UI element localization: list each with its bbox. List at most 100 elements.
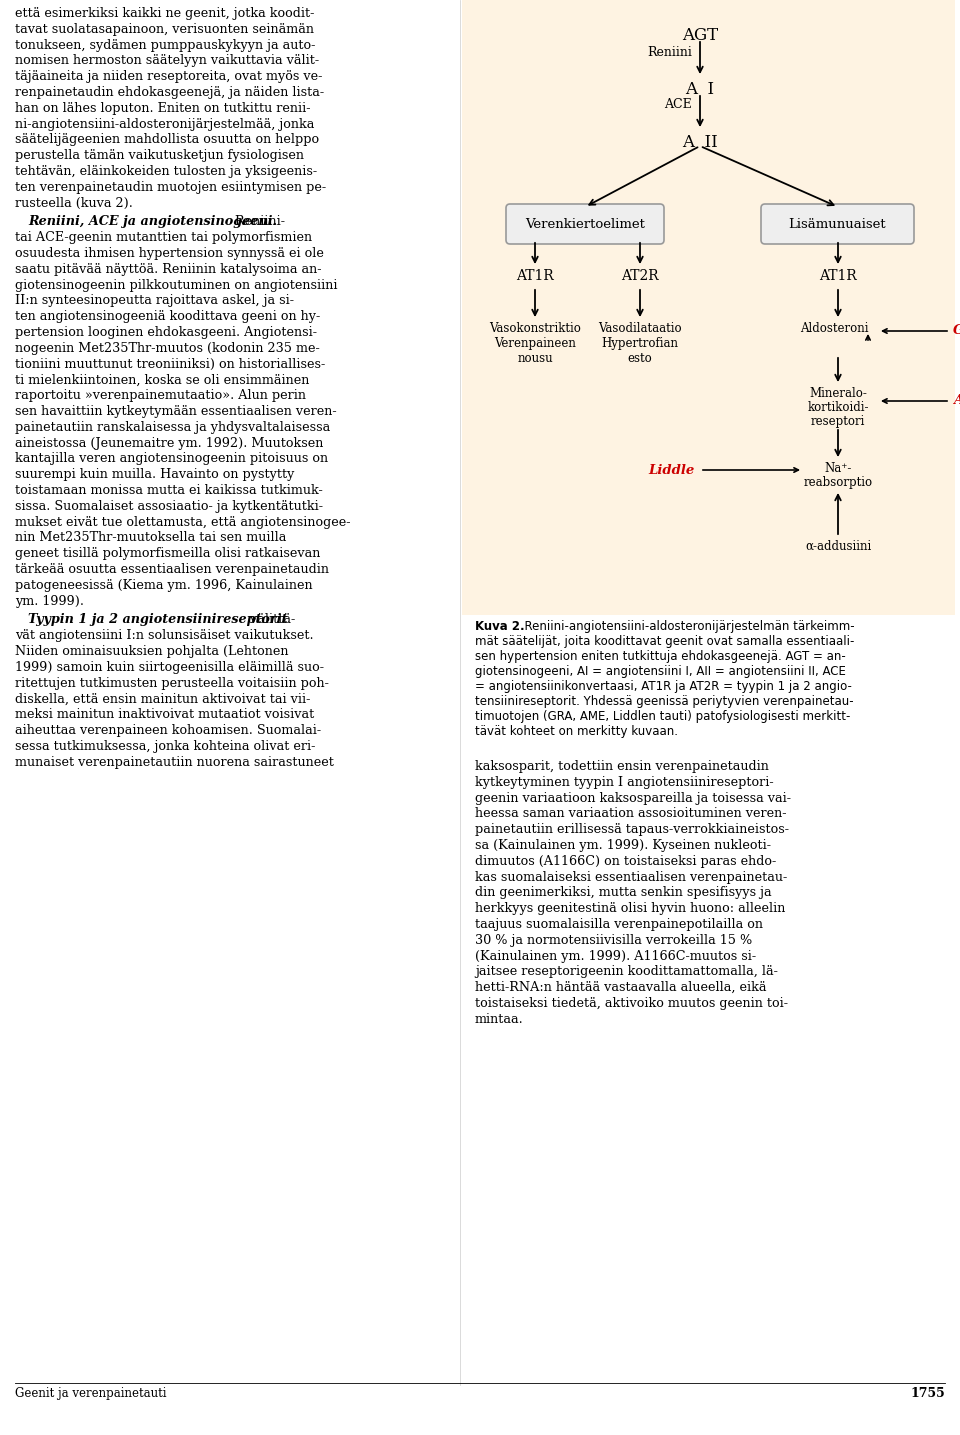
- Text: munaiset verenpainetautiin nuorena sairastuneet: munaiset verenpainetautiin nuorena saira…: [15, 756, 334, 769]
- Text: α-addusiini: α-addusiini: [804, 540, 871, 552]
- Text: patogeneesissä (Kiema ym. 1996, Kainulainen: patogeneesissä (Kiema ym. 1996, Kainulai…: [15, 578, 313, 591]
- Text: pertension looginen ehdokasgeeni. Angiotensi-: pertension looginen ehdokasgeeni. Angiot…: [15, 326, 317, 339]
- Text: Tyypin 1 ja 2 angiotensiinireseptorit: Tyypin 1 ja 2 angiotensiinireseptorit: [28, 613, 287, 627]
- Text: mintaa.: mintaa.: [475, 1013, 524, 1026]
- Text: giotensinogeenin pilkkoutuminen on angiotensiini: giotensinogeenin pilkkoutuminen on angio…: [15, 278, 338, 291]
- Text: mät säätelijät, joita koodittavat geenit ovat samalla essentiaali-: mät säätelijät, joita koodittavat geenit…: [475, 636, 854, 649]
- Text: Liddle: Liddle: [649, 464, 695, 476]
- Text: suurempi kuin muilla. Havainto on pystytty: suurempi kuin muilla. Havainto on pystyt…: [15, 468, 295, 481]
- Text: nin Met235Thr-muutoksella tai sen muilla: nin Met235Thr-muutoksella tai sen muilla: [15, 531, 286, 544]
- Text: geenin variaatioon kaksospareilla ja toisessa vai-: geenin variaatioon kaksospareilla ja toi…: [475, 792, 791, 805]
- Text: 1755: 1755: [910, 1388, 945, 1401]
- Text: ten angiotensinogeeniä koodittava geeni on hy-: ten angiotensinogeeniä koodittava geeni …: [15, 310, 321, 323]
- Text: esto: esto: [628, 352, 653, 364]
- Text: tavat suolatasapainoon, verisuonten seinämän: tavat suolatasapainoon, verisuonten sein…: [15, 23, 314, 36]
- Text: Vasokonstriktio: Vasokonstriktio: [489, 321, 581, 334]
- Text: A  I: A I: [685, 80, 714, 98]
- Text: mukset eivät tue olettamusta, että angiotensinogee-: mukset eivät tue olettamusta, että angio…: [15, 515, 350, 528]
- Bar: [462, 0, 955, 616]
- Text: ym. 1999).: ym. 1999).: [15, 594, 84, 607]
- Text: 30 % ja normotensiivisilla verrokeilla 15 %: 30 % ja normotensiivisilla verrokeilla 1…: [475, 934, 753, 947]
- Text: hetti-RNA:n häntää vastaavalla alueella, eikä: hetti-RNA:n häntää vastaavalla alueella,…: [475, 982, 766, 994]
- Text: timuotojen (GRA, AME, Liddlen tauti) patofysiologisesti merkitt-: timuotojen (GRA, AME, Liddlen tauti) pat…: [475, 710, 851, 723]
- Text: din geenimerkiksi, mutta senkin spesifisyys ja: din geenimerkiksi, mutta senkin spesifis…: [475, 887, 772, 900]
- Text: meksi mainitun inaktivoivat mutaatiot voisivat: meksi mainitun inaktivoivat mutaatiot vo…: [15, 709, 314, 722]
- Text: sen havaittiin kytkeytymään essentiaalisen veren-: sen havaittiin kytkeytymään essentiaalis…: [15, 405, 337, 418]
- Text: täjäaineita ja niiden reseptoreita, ovat myös ve-: täjäaineita ja niiden reseptoreita, ovat…: [15, 70, 323, 83]
- Text: nogeenin Met235Thr-muutos (kodonin 235 me-: nogeenin Met235Thr-muutos (kodonin 235 m…: [15, 342, 320, 354]
- Text: että esimerkiksi kaikki ne geenit, jotka koodit-: että esimerkiksi kaikki ne geenit, jotka…: [15, 7, 314, 20]
- Text: nousu: nousu: [517, 352, 553, 364]
- Text: painetautiin erillisessä tapaus-verrokkiaineistos-: painetautiin erillisessä tapaus-verrokki…: [475, 824, 789, 837]
- Text: renpainetaudin ehdokasgeenejä, ja näiden lista-: renpainetaudin ehdokasgeenejä, ja näiden…: [15, 86, 324, 99]
- Text: ten verenpainetaudin muotojen esiintymisen pe-: ten verenpainetaudin muotojen esiintymis…: [15, 181, 326, 194]
- Text: Reniini-angiotensiini-aldosteronijärjestelmän tärkeimm-: Reniini-angiotensiini-aldosteronijärjest…: [517, 620, 854, 633]
- Text: GRA: GRA: [953, 324, 960, 337]
- Text: painetautiin ranskalaisessa ja yhdysvaltalaisessa: painetautiin ranskalaisessa ja yhdysvalt…: [15, 420, 330, 433]
- Text: tensiinireseptorit. Yhdessä geenissä periytyvien verenpainetau-: tensiinireseptorit. Yhdessä geenissä per…: [475, 695, 853, 707]
- Text: 1999) samoin kuin siirtogeenisilla eläimillä suo-: 1999) samoin kuin siirtogeenisilla eläim…: [15, 660, 324, 674]
- Text: säätelijägeenien mahdollista osuutta on helppo: säätelijägeenien mahdollista osuutta on …: [15, 133, 319, 146]
- Text: osuudesta ihmisen hypertension synnyssä ei ole: osuudesta ihmisen hypertension synnyssä …: [15, 247, 324, 260]
- Text: II:n synteesinopeutta rajoittava askel, ja si-: II:n synteesinopeutta rajoittava askel, …: [15, 294, 294, 307]
- Text: kaksosparit, todettiin ensin verenpainetaudin: kaksosparit, todettiin ensin verenpainet…: [475, 761, 769, 773]
- Text: AT1R: AT1R: [819, 268, 857, 283]
- Text: Reniini, ACE ja angiotensinogeeni.: Reniini, ACE ja angiotensinogeeni.: [28, 215, 277, 228]
- Text: (Kainulainen ym. 1999). A1166C-muutos si-: (Kainulainen ym. 1999). A1166C-muutos si…: [475, 950, 756, 963]
- Text: dimuutos (A1166C) on toistaiseksi paras ehdo-: dimuutos (A1166C) on toistaiseksi paras …: [475, 855, 777, 868]
- Text: Aldosteroni: Aldosteroni: [800, 321, 869, 334]
- Text: aiheuttaa verenpaineen kohoamisen. Suomalai-: aiheuttaa verenpaineen kohoamisen. Suoma…: [15, 725, 322, 738]
- FancyBboxPatch shape: [761, 204, 914, 244]
- Text: tonukseen, sydämen pumppauskykyyn ja auto-: tonukseen, sydämen pumppauskykyyn ja aut…: [15, 39, 316, 52]
- Text: tioniini muuttunut treoniiniksi) on historiallises-: tioniini muuttunut treoniiniksi) on hist…: [15, 357, 325, 370]
- Text: giotensinogeeni, AI = angiotensiini I, AII = angiotensiini II, ACE: giotensinogeeni, AI = angiotensiini I, A…: [475, 664, 846, 677]
- Text: jaitsee reseptorigeenin koodittamattomalla, lä-: jaitsee reseptorigeenin koodittamattomal…: [475, 966, 778, 979]
- Text: sa (Kainulainen ym. 1999). Kyseinen nukleoti-: sa (Kainulainen ym. 1999). Kyseinen nukl…: [475, 839, 771, 852]
- Text: vät angiotensiini I:n solunsisäiset vaikutukset.: vät angiotensiini I:n solunsisäiset vaik…: [15, 629, 314, 643]
- Text: Lisämunuaiset: Lisämunuaiset: [789, 218, 886, 231]
- Text: kantajilla veren angiotensinogeenin pitoisuus on: kantajilla veren angiotensinogeenin pito…: [15, 452, 328, 465]
- Text: AT2R: AT2R: [621, 268, 659, 283]
- Text: perustella tämän vaikutusketjun fysiologisen: perustella tämän vaikutusketjun fysiolog…: [15, 149, 304, 162]
- Text: sen hypertension eniten tutkittuja ehdokasgeenejä. AGT = an-: sen hypertension eniten tutkittuja ehdok…: [475, 650, 846, 663]
- Text: raportoitu »verenpainemutaatio». Alun perin: raportoitu »verenpainemutaatio». Alun pe…: [15, 389, 306, 402]
- Text: Na⁺-: Na⁺-: [825, 462, 852, 475]
- Text: tävät kohteet on merkitty kuvaan.: tävät kohteet on merkitty kuvaan.: [475, 725, 678, 738]
- Text: heessa saman variaation assosioituminen veren-: heessa saman variaation assosioituminen …: [475, 808, 786, 821]
- Text: AT1R: AT1R: [516, 268, 554, 283]
- Text: tehtävän, eläinkokeiden tulosten ja yksigeenis-: tehtävän, eläinkokeiden tulosten ja yksi…: [15, 165, 317, 178]
- Text: sessa tutkimuksessa, jonka kohteina olivat eri-: sessa tutkimuksessa, jonka kohteina oliv…: [15, 740, 316, 753]
- Text: saatu pitävää näyttöä. Reniinin katalysoima an-: saatu pitävää näyttöä. Reniinin katalyso…: [15, 263, 322, 276]
- Text: ACE: ACE: [664, 99, 692, 112]
- Text: AGT: AGT: [682, 27, 718, 44]
- Text: kortikoidi-: kortikoidi-: [807, 400, 869, 415]
- Text: reabsorptio: reabsorptio: [804, 476, 873, 489]
- FancyBboxPatch shape: [506, 204, 664, 244]
- Text: toistamaan monissa mutta ei kaikissa tutkimuk-: toistamaan monissa mutta ei kaikissa tut…: [15, 484, 323, 497]
- Text: rusteella (kuva 2).: rusteella (kuva 2).: [15, 197, 132, 210]
- Text: Hypertrofian: Hypertrofian: [602, 337, 679, 350]
- Text: toistaiseksi tiedetä, aktivoiko muutos geenin toi-: toistaiseksi tiedetä, aktivoiko muutos g…: [475, 997, 788, 1010]
- Text: A  II: A II: [683, 133, 718, 151]
- Text: aineistossa (Jeunemaitre ym. 1992). Muutoksen: aineistossa (Jeunemaitre ym. 1992). Muut…: [15, 436, 324, 449]
- Text: AME: AME: [953, 395, 960, 408]
- Text: Reniini-: Reniini-: [231, 215, 285, 228]
- Text: Mineralo-: Mineralo-: [809, 387, 867, 400]
- Text: Niiden ominaisuuksien pohjalta (Lehtonen: Niiden ominaisuuksien pohjalta (Lehtonen: [15, 644, 289, 659]
- Text: kytkeytyminen tyypin I angiotensiinireseptori-: kytkeytyminen tyypin I angiotensiinirese…: [475, 776, 774, 789]
- Text: ritettujen tutkimusten perusteella voitaisiin poh-: ritettujen tutkimusten perusteella voita…: [15, 676, 329, 690]
- Text: tai ACE-geenin mutanttien tai polymorfismien: tai ACE-geenin mutanttien tai polymorfis…: [15, 231, 312, 244]
- Text: Verenpaineen: Verenpaineen: [494, 337, 576, 350]
- Text: reseptori: reseptori: [811, 415, 865, 428]
- Text: Vasodilataatio: Vasodilataatio: [598, 321, 682, 334]
- Text: han on lähes loputon. Eniten on tutkittu renii-: han on lähes loputon. Eniten on tutkittu…: [15, 102, 310, 115]
- Text: ti mielenkiintoinen, koska se oli ensimmäinen: ti mielenkiintoinen, koska se oli ensimm…: [15, 373, 309, 386]
- Text: = angiotensiinikonvertaasi, AT1R ja AT2R = tyypin 1 ja 2 angio-: = angiotensiinikonvertaasi, AT1R ja AT2R…: [475, 680, 852, 693]
- Text: geneet tisillä polymorfismeilla olisi ratkaisevan: geneet tisillä polymorfismeilla olisi ra…: [15, 547, 321, 560]
- Text: Reniini: Reniini: [647, 46, 692, 59]
- Text: välittä-: välittä-: [246, 613, 296, 627]
- Text: tärkeää osuutta essentiaalisen verenpainetaudin: tärkeää osuutta essentiaalisen verenpain…: [15, 563, 329, 575]
- Text: Geenit ja verenpainetauti: Geenit ja verenpainetauti: [15, 1388, 166, 1401]
- Text: Verenkiertoelimet: Verenkiertoelimet: [525, 218, 645, 231]
- Text: herkkyys geenitestinä olisi hyvin huono: alleelin: herkkyys geenitestinä olisi hyvin huono:…: [475, 903, 785, 916]
